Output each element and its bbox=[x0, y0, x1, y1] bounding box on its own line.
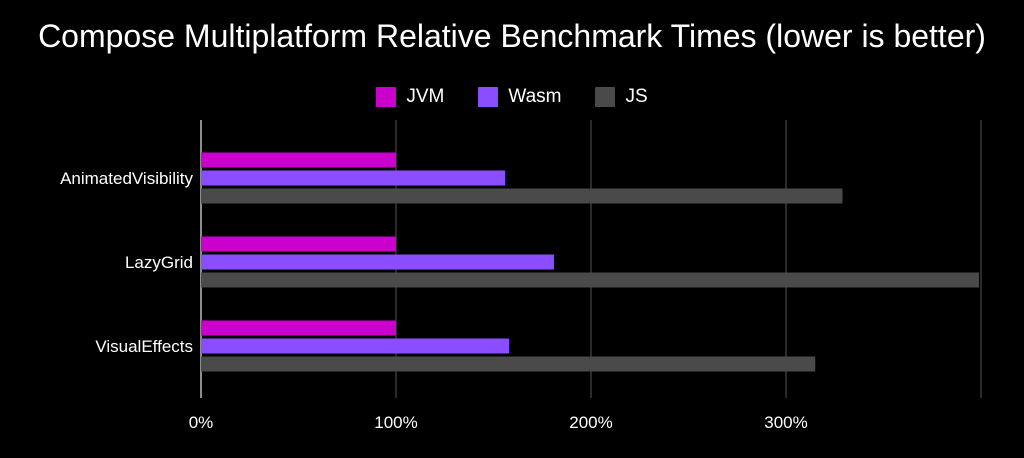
bar-js-animatedvisibility bbox=[201, 188, 843, 204]
x-tick-label: 100% bbox=[374, 413, 417, 432]
bar-js-lazygrid bbox=[201, 272, 980, 288]
category-label: VisualEffects bbox=[95, 337, 193, 356]
category-label: AnimatedVisibility bbox=[60, 169, 193, 188]
legend-label-js: JS bbox=[625, 86, 648, 107]
bar-jvm-lazygrid bbox=[201, 236, 396, 252]
bar-wasm-lazygrid bbox=[201, 254, 554, 270]
legend: JVM Wasm JS bbox=[0, 86, 1024, 108]
legend-swatch-js bbox=[595, 87, 616, 107]
x-tick-label: 0% bbox=[189, 413, 214, 432]
legend-item-js: JS bbox=[595, 86, 648, 108]
x-tick-label: 200% bbox=[569, 413, 612, 432]
bar-jvm-visualeffects bbox=[201, 320, 396, 336]
bar-jvm-animatedvisibility bbox=[201, 152, 396, 168]
category-label: LazyGrid bbox=[125, 253, 193, 272]
legend-item-jvm: JVM bbox=[376, 86, 444, 108]
legend-label-wasm: Wasm bbox=[508, 86, 562, 107]
legend-swatch-wasm bbox=[478, 87, 499, 107]
x-tick-label: 300% bbox=[764, 413, 807, 432]
chart-title: Compose Multiplatform Relative Benchmark… bbox=[38, 18, 986, 54]
legend-swatch-jvm bbox=[376, 87, 397, 107]
legend-item-wasm: Wasm bbox=[478, 86, 561, 108]
bar-wasm-animatedvisibility bbox=[201, 170, 506, 186]
bar-js-visualeffects bbox=[201, 356, 816, 372]
legend-label-jvm: JVM bbox=[406, 86, 445, 107]
bar-wasm-visualeffects bbox=[201, 338, 510, 354]
